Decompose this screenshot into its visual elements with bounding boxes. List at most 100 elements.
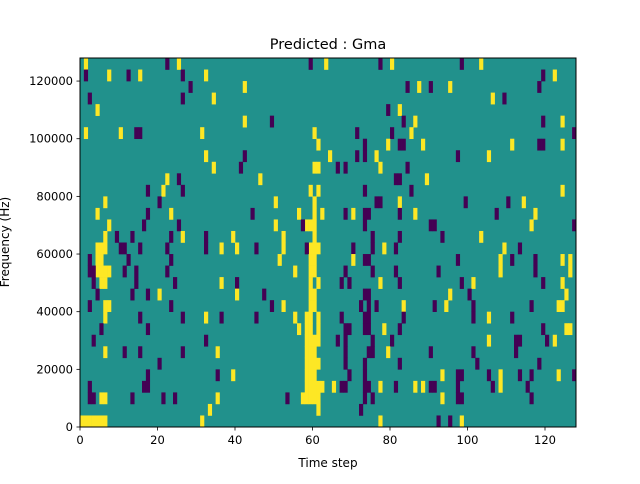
heatmap-cell-high bbox=[413, 207, 418, 220]
heatmap-cell-low bbox=[83, 69, 89, 82]
heatmap-cell-high bbox=[552, 69, 557, 82]
heatmap-cell-high bbox=[83, 58, 89, 70]
heatmap-cell-high bbox=[560, 300, 565, 312]
heatmap-cell-low bbox=[541, 138, 546, 151]
heatmap-cell-low bbox=[517, 334, 523, 347]
heatmap-cell-low bbox=[366, 288, 371, 301]
heatmap-cell-high bbox=[382, 242, 387, 255]
heatmap-cell-high bbox=[560, 254, 565, 266]
heatmap-cell-low bbox=[126, 254, 131, 266]
heatmap-cell-high bbox=[242, 115, 247, 128]
heatmap-cell-high bbox=[448, 81, 453, 93]
heatmap-cell-high bbox=[560, 277, 565, 289]
heatmap-cell-low bbox=[366, 380, 371, 393]
heatmap-cell-low bbox=[436, 265, 441, 278]
heatmap-cell-high bbox=[316, 311, 321, 324]
heatmap-cell-low bbox=[134, 127, 139, 140]
heatmap-cell-high bbox=[312, 207, 317, 220]
heatmap-cell-low bbox=[180, 346, 185, 359]
heatmap-cell-high bbox=[83, 127, 89, 140]
heatmap-cell-low bbox=[359, 300, 364, 312]
heatmap-cell-high bbox=[440, 369, 445, 382]
heatmap-cell-low bbox=[138, 311, 143, 324]
heatmap-cell-low bbox=[173, 277, 178, 289]
heatmap-cell-low bbox=[308, 58, 313, 70]
heatmap-cell-high bbox=[421, 380, 426, 393]
heatmap-cell-high bbox=[215, 392, 220, 405]
heatmap-cell-low bbox=[165, 265, 170, 278]
heatmap-cell-high bbox=[304, 357, 309, 370]
heatmap-cell-low bbox=[386, 104, 391, 116]
heatmap-cell-high bbox=[95, 242, 100, 255]
heatmap-cell-high bbox=[510, 138, 515, 151]
heatmap-cell-low bbox=[169, 254, 174, 266]
heatmap-cell-low bbox=[204, 242, 209, 255]
heatmap-cell-low bbox=[370, 334, 375, 347]
heatmap-cell-high bbox=[498, 254, 503, 266]
heatmap-cell-high bbox=[242, 81, 247, 93]
heatmap-cell-high bbox=[200, 127, 205, 140]
heatmap-cell-low bbox=[180, 69, 185, 82]
heatmap-cell-high bbox=[378, 277, 383, 289]
heatmap-cell-high bbox=[83, 415, 89, 428]
heatmap-cell-high bbox=[304, 380, 309, 393]
heatmap-cell-high bbox=[215, 346, 220, 359]
heatmap-cell-low bbox=[122, 346, 127, 359]
heatmap-cell-low bbox=[428, 81, 433, 93]
heatmap-cell-high bbox=[316, 392, 321, 405]
heatmap-cell-low bbox=[362, 357, 368, 370]
plot-area bbox=[80, 58, 577, 428]
heatmap-cell-high bbox=[118, 127, 123, 140]
heatmap-cell-low bbox=[471, 346, 476, 359]
heatmap-cell-high bbox=[390, 58, 395, 70]
heatmap-cell-low bbox=[126, 69, 131, 82]
heatmap-cell-low bbox=[537, 81, 542, 93]
heatmap-cell-low bbox=[87, 92, 92, 105]
heatmap-cell-high bbox=[95, 265, 100, 278]
heatmap-cell-low bbox=[335, 161, 340, 174]
heatmap-cell-low bbox=[355, 127, 360, 140]
heatmap-cell-low bbox=[362, 254, 368, 266]
heatmap-cell-high bbox=[103, 277, 108, 289]
heatmap-cell-high bbox=[258, 173, 263, 186]
heatmap-cell-low bbox=[455, 369, 461, 382]
heatmap-cell-high bbox=[320, 207, 325, 220]
heatmap-cell-high bbox=[351, 207, 356, 220]
heatmap-cell-low bbox=[393, 265, 399, 278]
heatmap-cell-high bbox=[211, 92, 216, 105]
heatmap-cell-high bbox=[304, 334, 309, 347]
heatmap-cell-low bbox=[204, 334, 209, 347]
heatmap-cell-high bbox=[560, 184, 565, 197]
heatmap-cell-high bbox=[312, 127, 317, 140]
heatmap-cell-high bbox=[351, 254, 356, 266]
heatmap-cell-high bbox=[297, 323, 302, 336]
heatmap-cell-high bbox=[440, 392, 445, 405]
heatmap-cell-low bbox=[343, 265, 348, 278]
heatmap-cell-low bbox=[459, 58, 464, 70]
x-tick-label: 40 bbox=[228, 433, 243, 447]
heatmap-cell-high bbox=[444, 300, 449, 312]
heatmap-cell-high bbox=[207, 403, 213, 416]
heatmap-cell-high bbox=[312, 357, 317, 370]
heatmap-cell-high bbox=[103, 346, 108, 359]
heatmap-cell-high bbox=[417, 81, 422, 93]
heatmap-cell-low bbox=[343, 380, 348, 393]
heatmap-cell-low bbox=[343, 357, 348, 370]
x-tick-label: 0 bbox=[76, 433, 83, 447]
heatmap-cell-high bbox=[308, 334, 313, 347]
heatmap-cell-low bbox=[173, 392, 178, 405]
heatmap-cell-low bbox=[517, 242, 523, 255]
heatmap-cell-low bbox=[471, 300, 476, 312]
heatmap-cell-low bbox=[486, 369, 492, 382]
heatmap-cell-low bbox=[250, 207, 255, 220]
heatmap-cell-high bbox=[486, 311, 492, 324]
heatmap-cell-low bbox=[87, 392, 92, 405]
heatmap-cell-high bbox=[312, 242, 317, 255]
heatmap-cell-high bbox=[176, 58, 182, 70]
axes-frame bbox=[79, 57, 577, 428]
heatmap-cell-low bbox=[235, 277, 240, 289]
heatmap-cell-high bbox=[304, 392, 309, 405]
heatmap-cell-high bbox=[413, 115, 418, 128]
heatmap-cell-high bbox=[91, 415, 96, 428]
